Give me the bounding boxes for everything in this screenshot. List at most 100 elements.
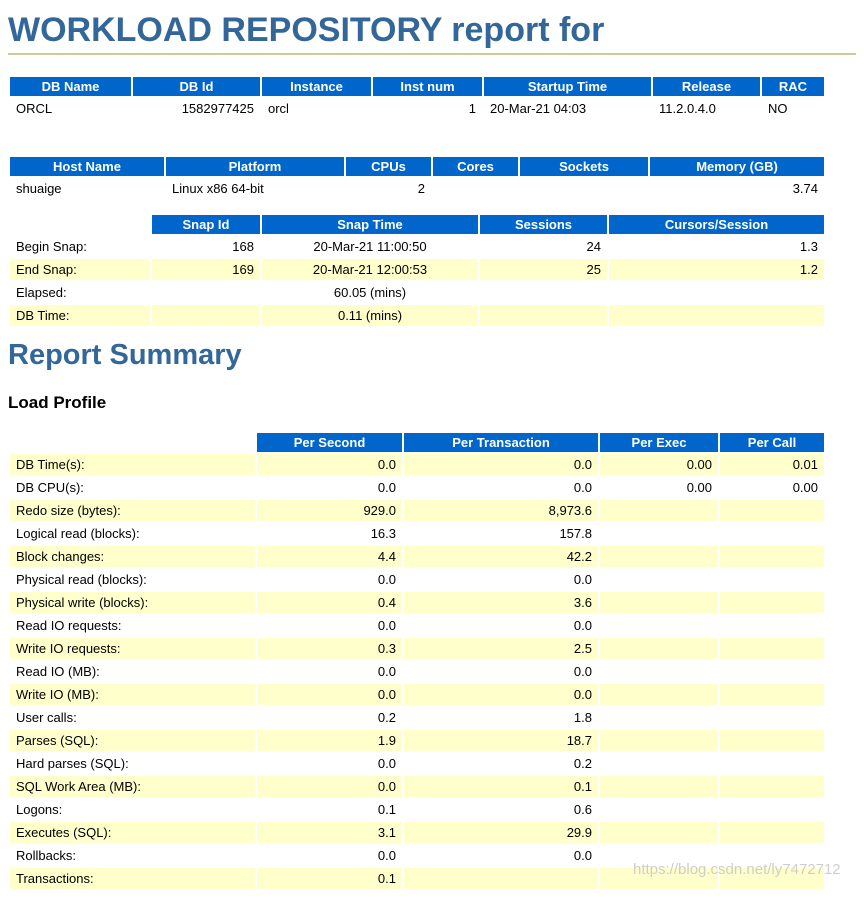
snapshot-table: Snap Id Snap Time Sessions Cursors/Sessi… bbox=[8, 213, 826, 328]
table-cell bbox=[720, 569, 824, 591]
row-label: Write IO requests: bbox=[10, 638, 255, 660]
header-row: Host Name Platform CPUs Cores Sockets Me… bbox=[10, 157, 824, 177]
table-cell: NO bbox=[762, 98, 824, 120]
col-sessions: Sessions bbox=[480, 215, 607, 235]
header-row: Snap Id Snap Time Sessions Cursors/Sessi… bbox=[10, 215, 824, 235]
row-label: SQL Work Area (MB): bbox=[10, 776, 255, 798]
table-cell: 2.5 bbox=[404, 638, 598, 660]
table-row: Parses (SQL): 1.9 18.7 bbox=[10, 730, 824, 752]
table-cell bbox=[720, 707, 824, 729]
table-cell: Linux x86 64-bit bbox=[166, 178, 344, 200]
table-cell bbox=[720, 615, 824, 637]
table-cell: 0.0 bbox=[257, 845, 402, 867]
table-cell bbox=[600, 776, 718, 798]
table-row: DB Time(s): 0.0 0.0 0.00 0.01 bbox=[10, 454, 824, 476]
table-cell bbox=[600, 615, 718, 637]
table-cell: 0.0 bbox=[404, 569, 598, 591]
row-label: Read IO requests: bbox=[10, 615, 255, 637]
table-row: Write IO (MB): 0.0 0.0 bbox=[10, 684, 824, 706]
table-cell: 0.00 bbox=[720, 477, 824, 499]
col-per-transaction: Per Transaction bbox=[404, 433, 598, 453]
table-cell: 1582977425 bbox=[133, 98, 260, 120]
table-row: shuaige Linux x86 64-bit 2 3.74 bbox=[10, 178, 824, 200]
table-cell: 0.0 bbox=[257, 661, 402, 683]
table-cell: 20-Mar-21 12:00:53 bbox=[262, 259, 478, 281]
row-label: DB CPU(s): bbox=[10, 477, 255, 499]
table-cell bbox=[720, 523, 824, 545]
table-cell bbox=[600, 799, 718, 821]
table-cell: 0.2 bbox=[257, 707, 402, 729]
table-cell bbox=[152, 282, 260, 304]
table-cell bbox=[720, 868, 824, 890]
table-cell: 18.7 bbox=[404, 730, 598, 752]
table-cell bbox=[600, 661, 718, 683]
table-cell bbox=[600, 546, 718, 568]
col-release: Release bbox=[653, 77, 760, 97]
table-cell bbox=[720, 776, 824, 798]
table-cell bbox=[600, 684, 718, 706]
table-cell: 24 bbox=[480, 236, 607, 258]
col-platform: Platform bbox=[166, 157, 344, 177]
table-cell: 1.8 bbox=[404, 707, 598, 729]
table-cell: 3.6 bbox=[404, 592, 598, 614]
table-cell: 20-Mar-21 04:03 bbox=[484, 98, 651, 120]
load-profile-table: Per Second Per Transaction Per Exec Per … bbox=[8, 431, 826, 891]
table-cell bbox=[720, 799, 824, 821]
csdn-watermark: https://blog.csdn.net/ly7472712 bbox=[633, 861, 841, 878]
col-cursors-session: Cursors/Session bbox=[609, 215, 824, 235]
table-cell: 0.1 bbox=[404, 776, 598, 798]
row-label: Hard parses (SQL): bbox=[10, 753, 255, 775]
table-cell: 0.0 bbox=[257, 776, 402, 798]
table-cell: 0.0 bbox=[257, 454, 402, 476]
table-cell: 1.2 bbox=[609, 259, 824, 281]
col-rac: RAC bbox=[762, 77, 824, 97]
col-instance: Instance bbox=[262, 77, 371, 97]
col-db-name: DB Name bbox=[10, 77, 131, 97]
row-label: Begin Snap: bbox=[10, 236, 150, 258]
col-blank bbox=[10, 433, 255, 452]
table-cell: 0.0 bbox=[404, 845, 598, 867]
table-cell: 1 bbox=[373, 98, 482, 120]
table-cell bbox=[720, 638, 824, 660]
row-label: Physical read (blocks): bbox=[10, 569, 255, 591]
table-row: Begin Snap: 168 20-Mar-21 11:00:50 24 1.… bbox=[10, 236, 824, 258]
table-cell bbox=[600, 868, 718, 890]
table-cell: 0.0 bbox=[257, 753, 402, 775]
col-db-id: DB Id bbox=[133, 77, 260, 97]
col-snap-id: Snap Id bbox=[152, 215, 260, 235]
table-cell bbox=[720, 661, 824, 683]
table-cell: 4.4 bbox=[257, 546, 402, 568]
row-label: Logons: bbox=[10, 799, 255, 821]
host-info-table: Host Name Platform CPUs Cores Sockets Me… bbox=[8, 155, 826, 201]
table-cell: 0.0 bbox=[257, 569, 402, 591]
row-label: Write IO (MB): bbox=[10, 684, 255, 706]
header-row: Per Second Per Transaction Per Exec Per … bbox=[10, 433, 824, 453]
table-row: SQL Work Area (MB): 0.0 0.1 bbox=[10, 776, 824, 798]
table-cell: 929.0 bbox=[257, 500, 402, 522]
row-label: End Snap: bbox=[10, 259, 150, 281]
table-cell: 0.0 bbox=[404, 684, 598, 706]
table-row: Read IO (MB): 0.0 0.0 bbox=[10, 661, 824, 683]
table-cell bbox=[480, 305, 607, 327]
table-cell: 0.0 bbox=[404, 661, 598, 683]
col-cpus: CPUs bbox=[346, 157, 431, 177]
row-label: User calls: bbox=[10, 707, 255, 729]
table-cell: 42.2 bbox=[404, 546, 598, 568]
db-info-table: DB Name DB Id Instance Inst num Startup … bbox=[8, 75, 826, 121]
table-cell: 25 bbox=[480, 259, 607, 281]
table-cell bbox=[600, 707, 718, 729]
col-sockets: Sockets bbox=[520, 157, 648, 177]
row-label: Read IO (MB): bbox=[10, 661, 255, 683]
table-row: End Snap: 169 20-Mar-21 12:00:53 25 1.2 bbox=[10, 259, 824, 281]
table-cell bbox=[600, 500, 718, 522]
col-cores: Cores bbox=[433, 157, 518, 177]
header-row: DB Name DB Id Instance Inst num Startup … bbox=[10, 77, 824, 97]
table-cell: 0.0 bbox=[404, 454, 598, 476]
row-label: Parses (SQL): bbox=[10, 730, 255, 752]
table-cell: 3.1 bbox=[257, 822, 402, 844]
table-cell bbox=[600, 753, 718, 775]
load-profile-heading: Load Profile bbox=[8, 393, 107, 413]
table-cell bbox=[480, 282, 607, 304]
table-row: Transactions: 0.1 bbox=[10, 868, 824, 890]
col-startup-time: Startup Time bbox=[484, 77, 651, 97]
